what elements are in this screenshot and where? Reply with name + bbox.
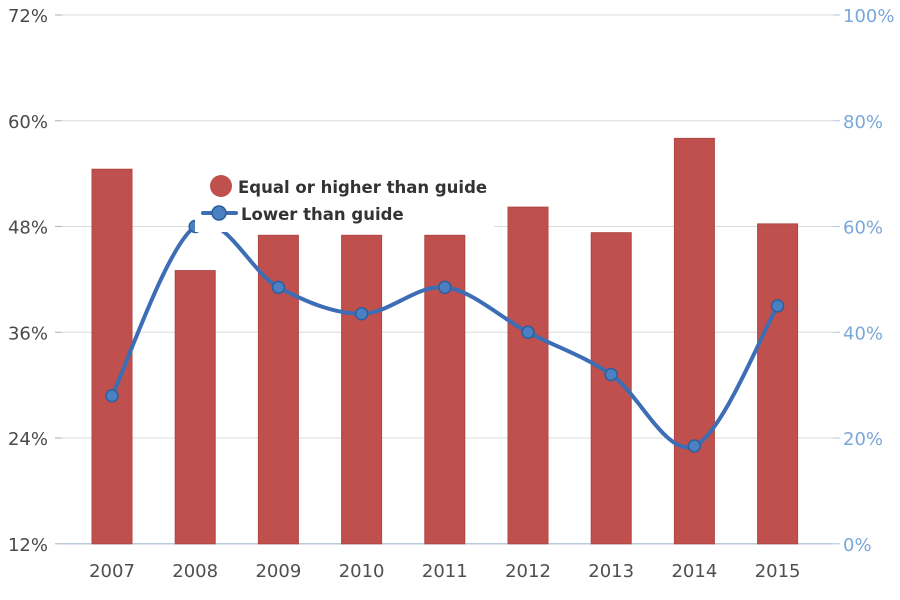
legend-line-marker-icon	[211, 205, 227, 221]
bar-2009[interactable]	[257, 234, 299, 545]
y-left-tick-label-24: 24%	[8, 429, 48, 450]
legend-background	[195, 167, 494, 232]
line-point-2010[interactable]	[354, 307, 369, 321]
line-point-2014[interactable]	[687, 439, 702, 453]
bar-2008[interactable]	[174, 270, 216, 545]
x-tick-label-2008: 2008	[172, 561, 218, 582]
legend: Equal or higher than guide Lower than gui…	[195, 167, 494, 232]
line-point-2007[interactable]	[105, 388, 119, 403]
y-axis-right-labels: 0% 20% 40% 60% 80% 100%	[843, 6, 894, 556]
y-left-tick-label-72: 72%	[8, 6, 48, 27]
line-point-2015[interactable]	[770, 299, 785, 313]
legend-item-bar-series[interactable]: Equal or higher than guide	[210, 175, 487, 197]
y-right-tick-label-20: 20%	[843, 429, 883, 450]
bar-2014[interactable]	[673, 137, 715, 545]
line-point-2011[interactable]	[438, 280, 452, 295]
bar-2015[interactable]	[757, 223, 799, 545]
line-point-2009[interactable]	[271, 280, 286, 295]
x-tick-label-2011: 2011	[422, 561, 468, 582]
x-tick-label-2009: 2009	[255, 561, 301, 582]
bar-2007[interactable]	[91, 168, 133, 545]
y-left-tick-label-12: 12%	[8, 535, 48, 556]
bar-2012[interactable]	[507, 206, 549, 545]
y-right-tick-label-80: 80%	[843, 112, 883, 133]
legend-label-bar-series: Equal or higher than guide	[238, 178, 487, 197]
x-tick-label-2010: 2010	[339, 561, 385, 582]
y-axis-left-labels: 12% 24% 36% 48% 60% 72%	[8, 6, 48, 556]
bar-2010[interactable]	[341, 234, 383, 545]
y-left-tick-label-60: 60%	[8, 112, 48, 133]
y-right-tick-label-0: 0%	[843, 535, 872, 556]
x-axis-labels: 2007 2008 2009 2010 2011 2012 2013 2014 2015	[89, 561, 800, 582]
x-tick-label-2013: 2013	[588, 561, 634, 582]
x-tick-label-2015: 2015	[755, 561, 801, 582]
y-right-tick-label-40: 40%	[843, 323, 883, 344]
y-right-tick-label-60: 60%	[843, 218, 883, 239]
x-tick-label-2007: 2007	[89, 561, 135, 582]
legend-item-line-series[interactable]: Lower than guide	[201, 205, 404, 224]
legend-label-line-series: Lower than guide	[241, 205, 404, 224]
y-right-tick-label-100: 100%	[843, 6, 894, 27]
line-point-2013[interactable]	[604, 367, 618, 382]
line-point-2012[interactable]	[521, 325, 535, 340]
bar-series	[91, 137, 799, 545]
x-tick-label-2012: 2012	[505, 561, 551, 582]
x-tick-label-2014: 2014	[671, 561, 717, 582]
y-left-tick-label-36: 36%	[8, 323, 48, 344]
legend-bar-swatch-icon	[210, 175, 232, 197]
y-left-tick-label-48: 48%	[8, 218, 48, 239]
